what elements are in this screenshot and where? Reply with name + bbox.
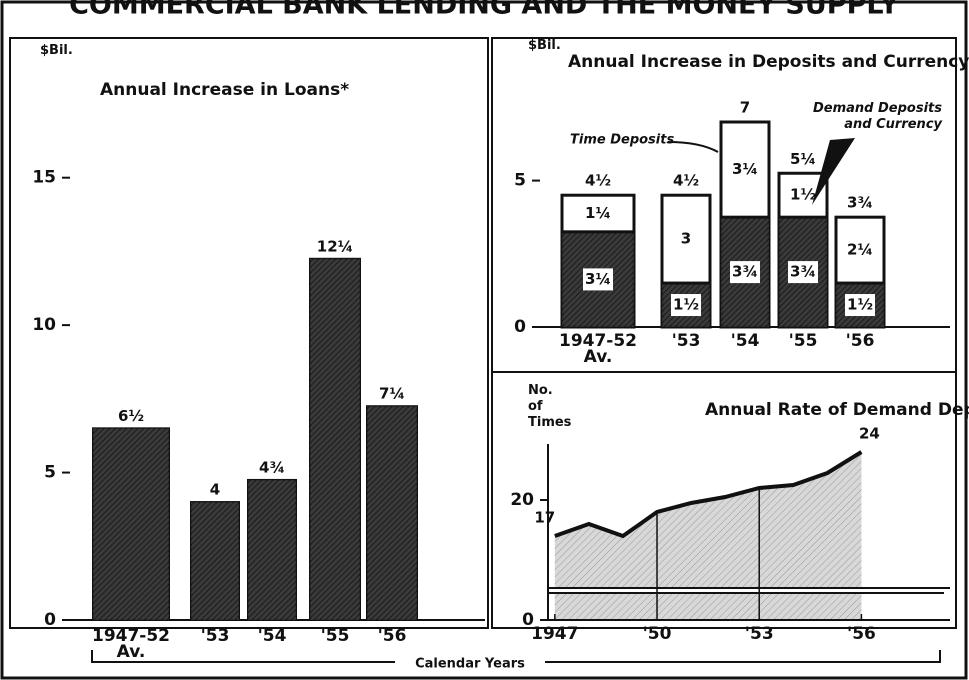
value-label: 3 (681, 230, 691, 248)
y-tick-label: 20 (510, 490, 534, 510)
x-tick-label: '54 (258, 626, 287, 646)
x-tick-label: '56 (846, 331, 875, 351)
annotation: Demand Deposits and Currency (813, 101, 943, 132)
x-tick-label: 1947-52 Av. (559, 331, 637, 367)
arrow (812, 138, 855, 205)
bar-segment (834, 215, 886, 285)
x-tick-label: '53 (745, 624, 774, 644)
value-label: 1¼ (585, 204, 611, 222)
label-bg (583, 268, 613, 291)
value-label: 3¼ (585, 270, 611, 288)
total-label: 3¾ (847, 194, 873, 212)
chart-title: Annual Increase in Deposits and Currency (568, 52, 969, 72)
bar-texture (367, 406, 417, 620)
line (554, 450, 863, 539)
value-label: 6½ (118, 407, 144, 425)
label-bg (788, 184, 818, 207)
value-label: 3¾ (790, 263, 816, 281)
bar-texture (191, 502, 239, 620)
axis-break (548, 588, 950, 593)
x-tick-label: 1947 (531, 624, 578, 644)
annotation: Time Deposits (570, 133, 674, 148)
value-label: 17 (534, 509, 555, 527)
value-label: 4 (210, 481, 220, 499)
bar-texture (93, 428, 169, 620)
label-bg (583, 202, 613, 225)
label-bg (730, 158, 760, 181)
value-label: 24 (859, 425, 880, 443)
bar-texture (310, 258, 360, 620)
label-bg (395, 654, 545, 672)
label-bg (730, 261, 760, 284)
x-tick-label: '54 (731, 331, 760, 351)
total-label: 4½ (673, 172, 699, 190)
x-tick-label: '56 (378, 626, 407, 646)
chart-title: Annual Increase in Loans* (100, 80, 349, 100)
y-tick-label: 15 (32, 168, 56, 188)
label-bg (671, 294, 701, 317)
value-label: 12¼ (317, 237, 353, 255)
value-label: 4¾ (259, 458, 285, 476)
x-tick-label: '55 (321, 626, 350, 646)
x-tick-label: '50 (643, 624, 672, 644)
area-texture (554, 452, 862, 620)
panel (9, 37, 489, 629)
chart-title: Annual Rate of Demand Deposit Turnover (705, 400, 969, 420)
value-label: 3¼ (732, 160, 758, 178)
label-bg (845, 239, 875, 262)
y-tick-label: 5 (44, 463, 56, 483)
y-tick-label: 0 (522, 610, 534, 630)
bar-texture (248, 479, 296, 620)
arrow (667, 141, 719, 153)
panel (491, 37, 957, 629)
value-label: 1½ (847, 296, 873, 314)
value-label: 1½ (673, 296, 699, 314)
y-tick-label: 0 (514, 317, 526, 337)
y-axis-label: No. of Times (528, 383, 572, 430)
y-axis-label: $Bil. (40, 43, 73, 58)
x-tick-label: 1947-52 Av. (92, 626, 170, 662)
value-label: 3¾ (732, 263, 758, 281)
value-label: 7¼ (379, 385, 405, 403)
x-tick-label: '55 (789, 331, 818, 351)
y-tick-label: 0 (44, 610, 56, 630)
y-axis-label: $Bil. (528, 38, 561, 53)
label-bg (845, 294, 875, 317)
value-label: 2¼ (847, 241, 873, 259)
label-bg (671, 228, 701, 251)
y-tick-label: 5 (514, 171, 526, 191)
label-bg (788, 261, 818, 284)
y-tick-label: 10 (32, 315, 56, 335)
x-tick-label: '53 (672, 331, 701, 351)
total-label: 4½ (585, 172, 611, 190)
value-label: 1½ (790, 186, 816, 204)
figure-title: COMMERCIAL BANK LENDING AND THE MONEY SU… (69, 0, 899, 21)
total-label: 5¼ (790, 150, 816, 168)
x-tick-label: '56 (847, 624, 876, 644)
x-tick-label: '53 (201, 626, 230, 646)
total-label: 7 (740, 99, 750, 117)
x-axis-label: Calendar Years (415, 657, 525, 672)
